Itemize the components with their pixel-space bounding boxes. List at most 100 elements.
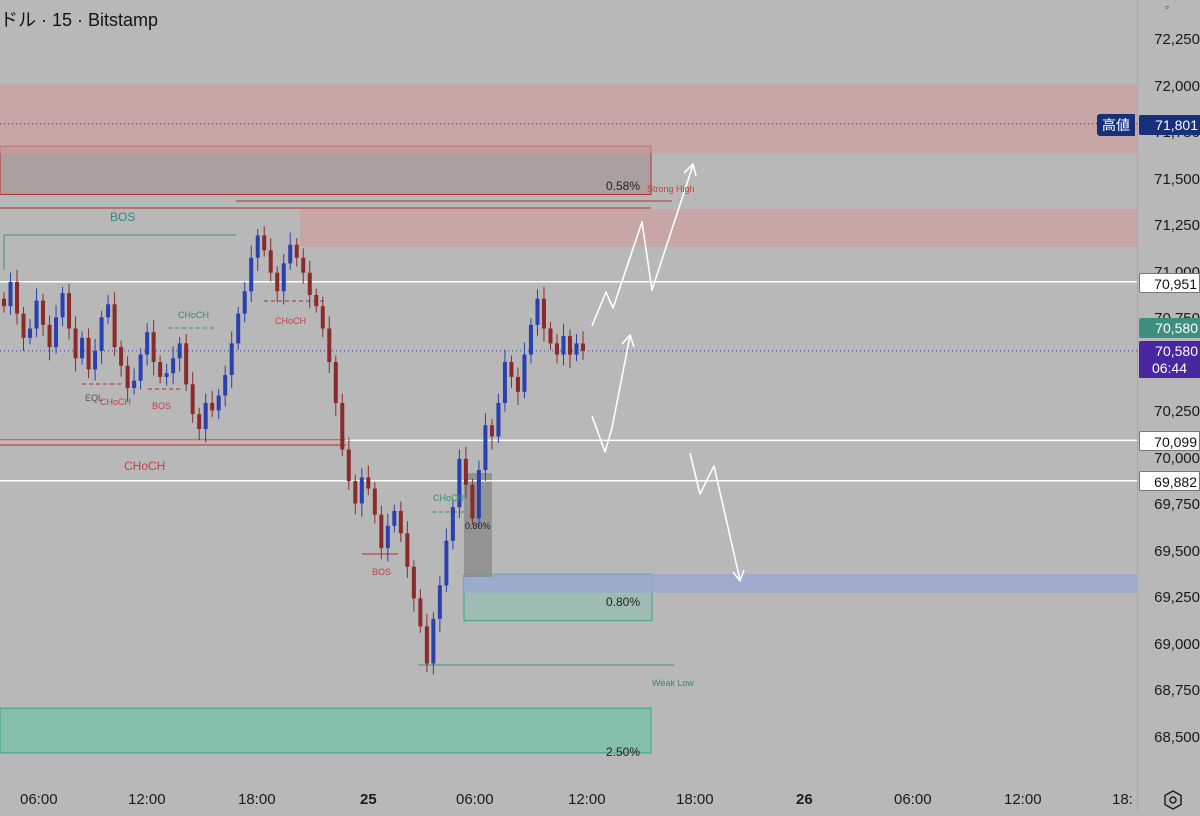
- candle-bear: [197, 414, 202, 430]
- candle-bull: [392, 510, 397, 526]
- price-tick-label: 69,750: [1154, 496, 1200, 514]
- candle-bull: [203, 402, 208, 430]
- candle-bull: [132, 380, 137, 389]
- candle-bull: [249, 257, 254, 292]
- candle-bear: [184, 343, 189, 385]
- level-tag-69882: 69,882: [1139, 471, 1200, 491]
- candle-bear: [489, 425, 494, 437]
- strong-high-label: Strong High: [647, 184, 695, 194]
- candle-bull: [496, 402, 501, 437]
- candle-bear: [333, 362, 338, 403]
- candle-bear: [405, 533, 410, 567]
- candle-bull: [502, 362, 507, 403]
- candle-bull: [177, 343, 182, 359]
- candle-bear: [47, 324, 52, 348]
- time-tick-label: 12:00: [1004, 791, 1042, 808]
- level-tag-70951: 70,951: [1139, 273, 1200, 293]
- time-tick-label: 18:00: [676, 791, 714, 808]
- zone-supply: [300, 209, 1137, 247]
- candle-bear: [301, 257, 306, 273]
- candle-bear: [2, 298, 6, 307]
- candle-bull: [476, 469, 481, 519]
- arrow-head-up: [683, 163, 697, 177]
- structure-lines-layer: [0, 200, 674, 666]
- zone-demand: [0, 707, 652, 754]
- price-tick-label: 70,250: [1154, 403, 1200, 421]
- candle-bull: [281, 263, 286, 292]
- candle-bear: [567, 335, 572, 355]
- level-tag-70099: 70,099: [1139, 431, 1200, 451]
- candle-bear: [379, 514, 384, 549]
- candle-bull: [255, 235, 260, 258]
- candle-bull: [138, 354, 143, 381]
- candle-bear: [73, 328, 78, 359]
- candle-bear: [15, 281, 20, 314]
- bos-label-top: BOS: [110, 210, 136, 224]
- price-tick-label: 68,750: [1154, 682, 1200, 700]
- eql-label: EQL: [85, 393, 104, 403]
- candle-bear: [275, 272, 280, 292]
- arrow-path-mid: [591, 335, 631, 453]
- zone-layer: [0, 84, 1137, 754]
- candle-bear: [470, 484, 475, 519]
- chart-settings-icon[interactable]: [1162, 789, 1184, 811]
- zone-supply: [0, 145, 652, 195]
- candle-bear: [548, 328, 553, 344]
- candle-bull: [450, 507, 455, 541]
- candle-bear: [294, 244, 299, 258]
- bar-countdown: 06:44: [1139, 358, 1200, 378]
- price-tick-label: 69,000: [1154, 635, 1200, 653]
- candle-bull: [431, 618, 436, 664]
- candle-bear: [463, 458, 468, 485]
- candle-bear: [314, 295, 319, 307]
- chart-title[interactable]: ドル · 15 · Bitstamp: [0, 10, 159, 30]
- choch-label-1: CHoCH: [178, 310, 210, 320]
- high-price-tag: 高値: [1097, 114, 1135, 136]
- candle-bull: [93, 350, 98, 370]
- choch-label-3: CHoCH: [100, 397, 132, 407]
- candle-bull: [437, 585, 442, 619]
- price-tick-label: 69,500: [1154, 542, 1200, 560]
- candle-bear: [320, 306, 325, 329]
- choch-label-4: CHoCH: [433, 493, 465, 503]
- candle-bull: [8, 281, 13, 307]
- candle-bear: [398, 510, 403, 534]
- candle-bull: [99, 317, 104, 351]
- price-tick-label: 68,500: [1154, 729, 1200, 746]
- candle-bear: [67, 293, 72, 329]
- projection-arrows-layer: [591, 163, 745, 582]
- time-tick-label: 25: [360, 791, 377, 808]
- price-chart[interactable]: [0, 0, 1137, 811]
- time-tick-label: 06:00: [20, 791, 58, 808]
- candle-bull: [145, 332, 150, 355]
- candle-bear: [340, 402, 345, 450]
- candle-bear: [346, 449, 351, 482]
- time-tick-label: 26: [796, 791, 813, 808]
- candle-bear: [151, 332, 156, 363]
- candle-bull: [522, 354, 527, 392]
- choch-label-2: CHoCH: [275, 316, 307, 326]
- high-label: 高値: [1097, 114, 1135, 136]
- candle-bear: [268, 250, 273, 273]
- arrow-head-mid: [621, 334, 635, 348]
- candle-bull: [457, 458, 462, 508]
- candle-bull: [34, 300, 39, 329]
- gray-box-label: 0.80%: [465, 521, 491, 531]
- candle-bull: [574, 343, 579, 355]
- candle-bull: [171, 358, 176, 374]
- candle-bear: [509, 362, 514, 377]
- price-axis-top-mark: ◦: [1165, 0, 1170, 14]
- candle-bear: [418, 598, 423, 627]
- zone-supply: [0, 84, 1137, 154]
- time-tick-label: 18:: [1112, 791, 1133, 808]
- candle-bear: [411, 566, 416, 599]
- current-price-tag-green: 70,580: [1139, 318, 1200, 338]
- candle-bear: [327, 328, 332, 363]
- candle-bull: [223, 375, 228, 396]
- candle-bull: [444, 540, 449, 586]
- price-axis-separator: [1137, 0, 1138, 811]
- time-tick-label: 06:00: [456, 791, 494, 808]
- candle-bear: [541, 298, 546, 329]
- arrow-path-up: [591, 164, 694, 327]
- candle-bear: [366, 477, 371, 489]
